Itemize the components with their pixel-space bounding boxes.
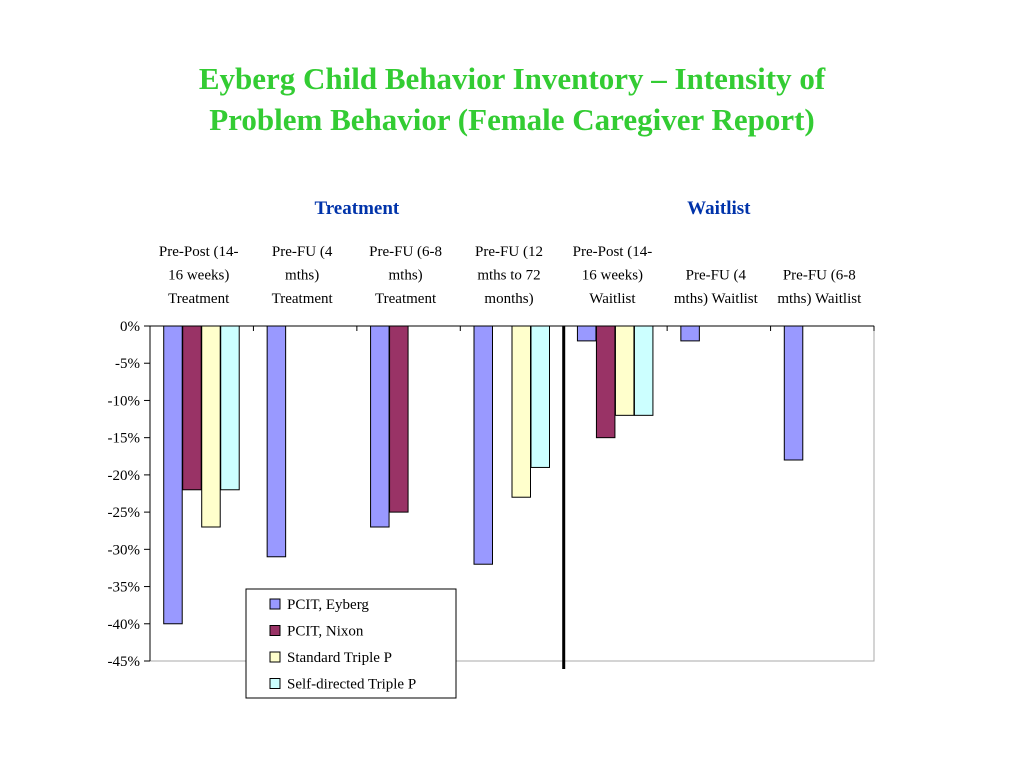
y-tick-label: -5%	[115, 356, 140, 372]
bar	[614, 325, 635, 416]
group-heading: Waitlist	[687, 198, 751, 219]
category-label: Pre-Post (14-	[159, 244, 239, 260]
category-label: Pre-FU (6-8	[369, 244, 442, 260]
bar	[220, 325, 240, 491]
bar	[595, 325, 616, 439]
y-tick-label: 0%	[120, 319, 140, 335]
y-tick-label: -20%	[108, 468, 141, 484]
category-label: months)	[484, 291, 533, 307]
bar	[473, 325, 493, 565]
legend-label: Self-directed Triple P	[287, 677, 416, 693]
category-label: mths to 72	[477, 268, 540, 284]
category-label: Pre-FU (4	[272, 244, 333, 260]
category-label: Treatment	[375, 291, 437, 307]
legend-swatch	[269, 625, 281, 636]
bar	[201, 325, 221, 528]
legend-label: PCIT, Eyberg	[287, 597, 369, 613]
category-label: mths)	[285, 268, 319, 284]
legend-swatch	[269, 598, 281, 610]
bar	[389, 325, 409, 513]
category-label: mths) Waitlist	[674, 291, 759, 307]
bar	[783, 325, 804, 461]
title-line-1: Eyberg Child Behavior Inventory – Intens…	[198, 61, 826, 96]
bar	[370, 325, 390, 528]
category-label: mths) Waitlist	[777, 291, 862, 307]
category-label: 16 weeks)	[582, 268, 643, 284]
category-label: Waitlist	[589, 291, 636, 307]
bar	[530, 325, 550, 468]
category-label: Pre-FU (12	[475, 244, 543, 260]
category-label: 16 weeks)	[168, 268, 229, 284]
legend	[245, 588, 457, 699]
category-label: Pre-FU (6-8	[783, 268, 856, 284]
category-label: Treatment	[168, 291, 230, 307]
bar	[266, 325, 287, 558]
legend-swatch	[269, 651, 281, 663]
bar	[633, 325, 654, 416]
y-tick-label: -30%	[108, 542, 141, 558]
y-tick-label: -25%	[108, 505, 141, 521]
y-tick-label: -35%	[108, 580, 141, 596]
y-tick-label: -10%	[108, 393, 141, 409]
legend-label: PCIT, Nixon	[287, 624, 364, 640]
bar	[680, 325, 700, 342]
bar	[511, 325, 531, 498]
y-tick-label: -45%	[108, 654, 141, 670]
y-tick-label: -15%	[108, 431, 141, 447]
legend-swatch	[269, 678, 281, 689]
category-label: mths)	[388, 268, 422, 284]
legend-label: Standard Triple P	[287, 650, 392, 666]
slide-title: Eyberg Child Behavior Inventory – Intens…	[0, 58, 1024, 140]
bar	[163, 325, 183, 625]
category-label: Pre-FU (4	[686, 268, 747, 284]
title-line-2: Problem Behavior (Female Caregiver Repor…	[209, 102, 815, 137]
category-label: Pre-Post (14-	[573, 244, 653, 260]
y-tick-label: -40%	[108, 617, 141, 633]
group-heading: Treatment	[314, 198, 399, 219]
category-label: Treatment	[272, 291, 334, 307]
bar	[576, 325, 597, 342]
bar	[182, 325, 202, 491]
